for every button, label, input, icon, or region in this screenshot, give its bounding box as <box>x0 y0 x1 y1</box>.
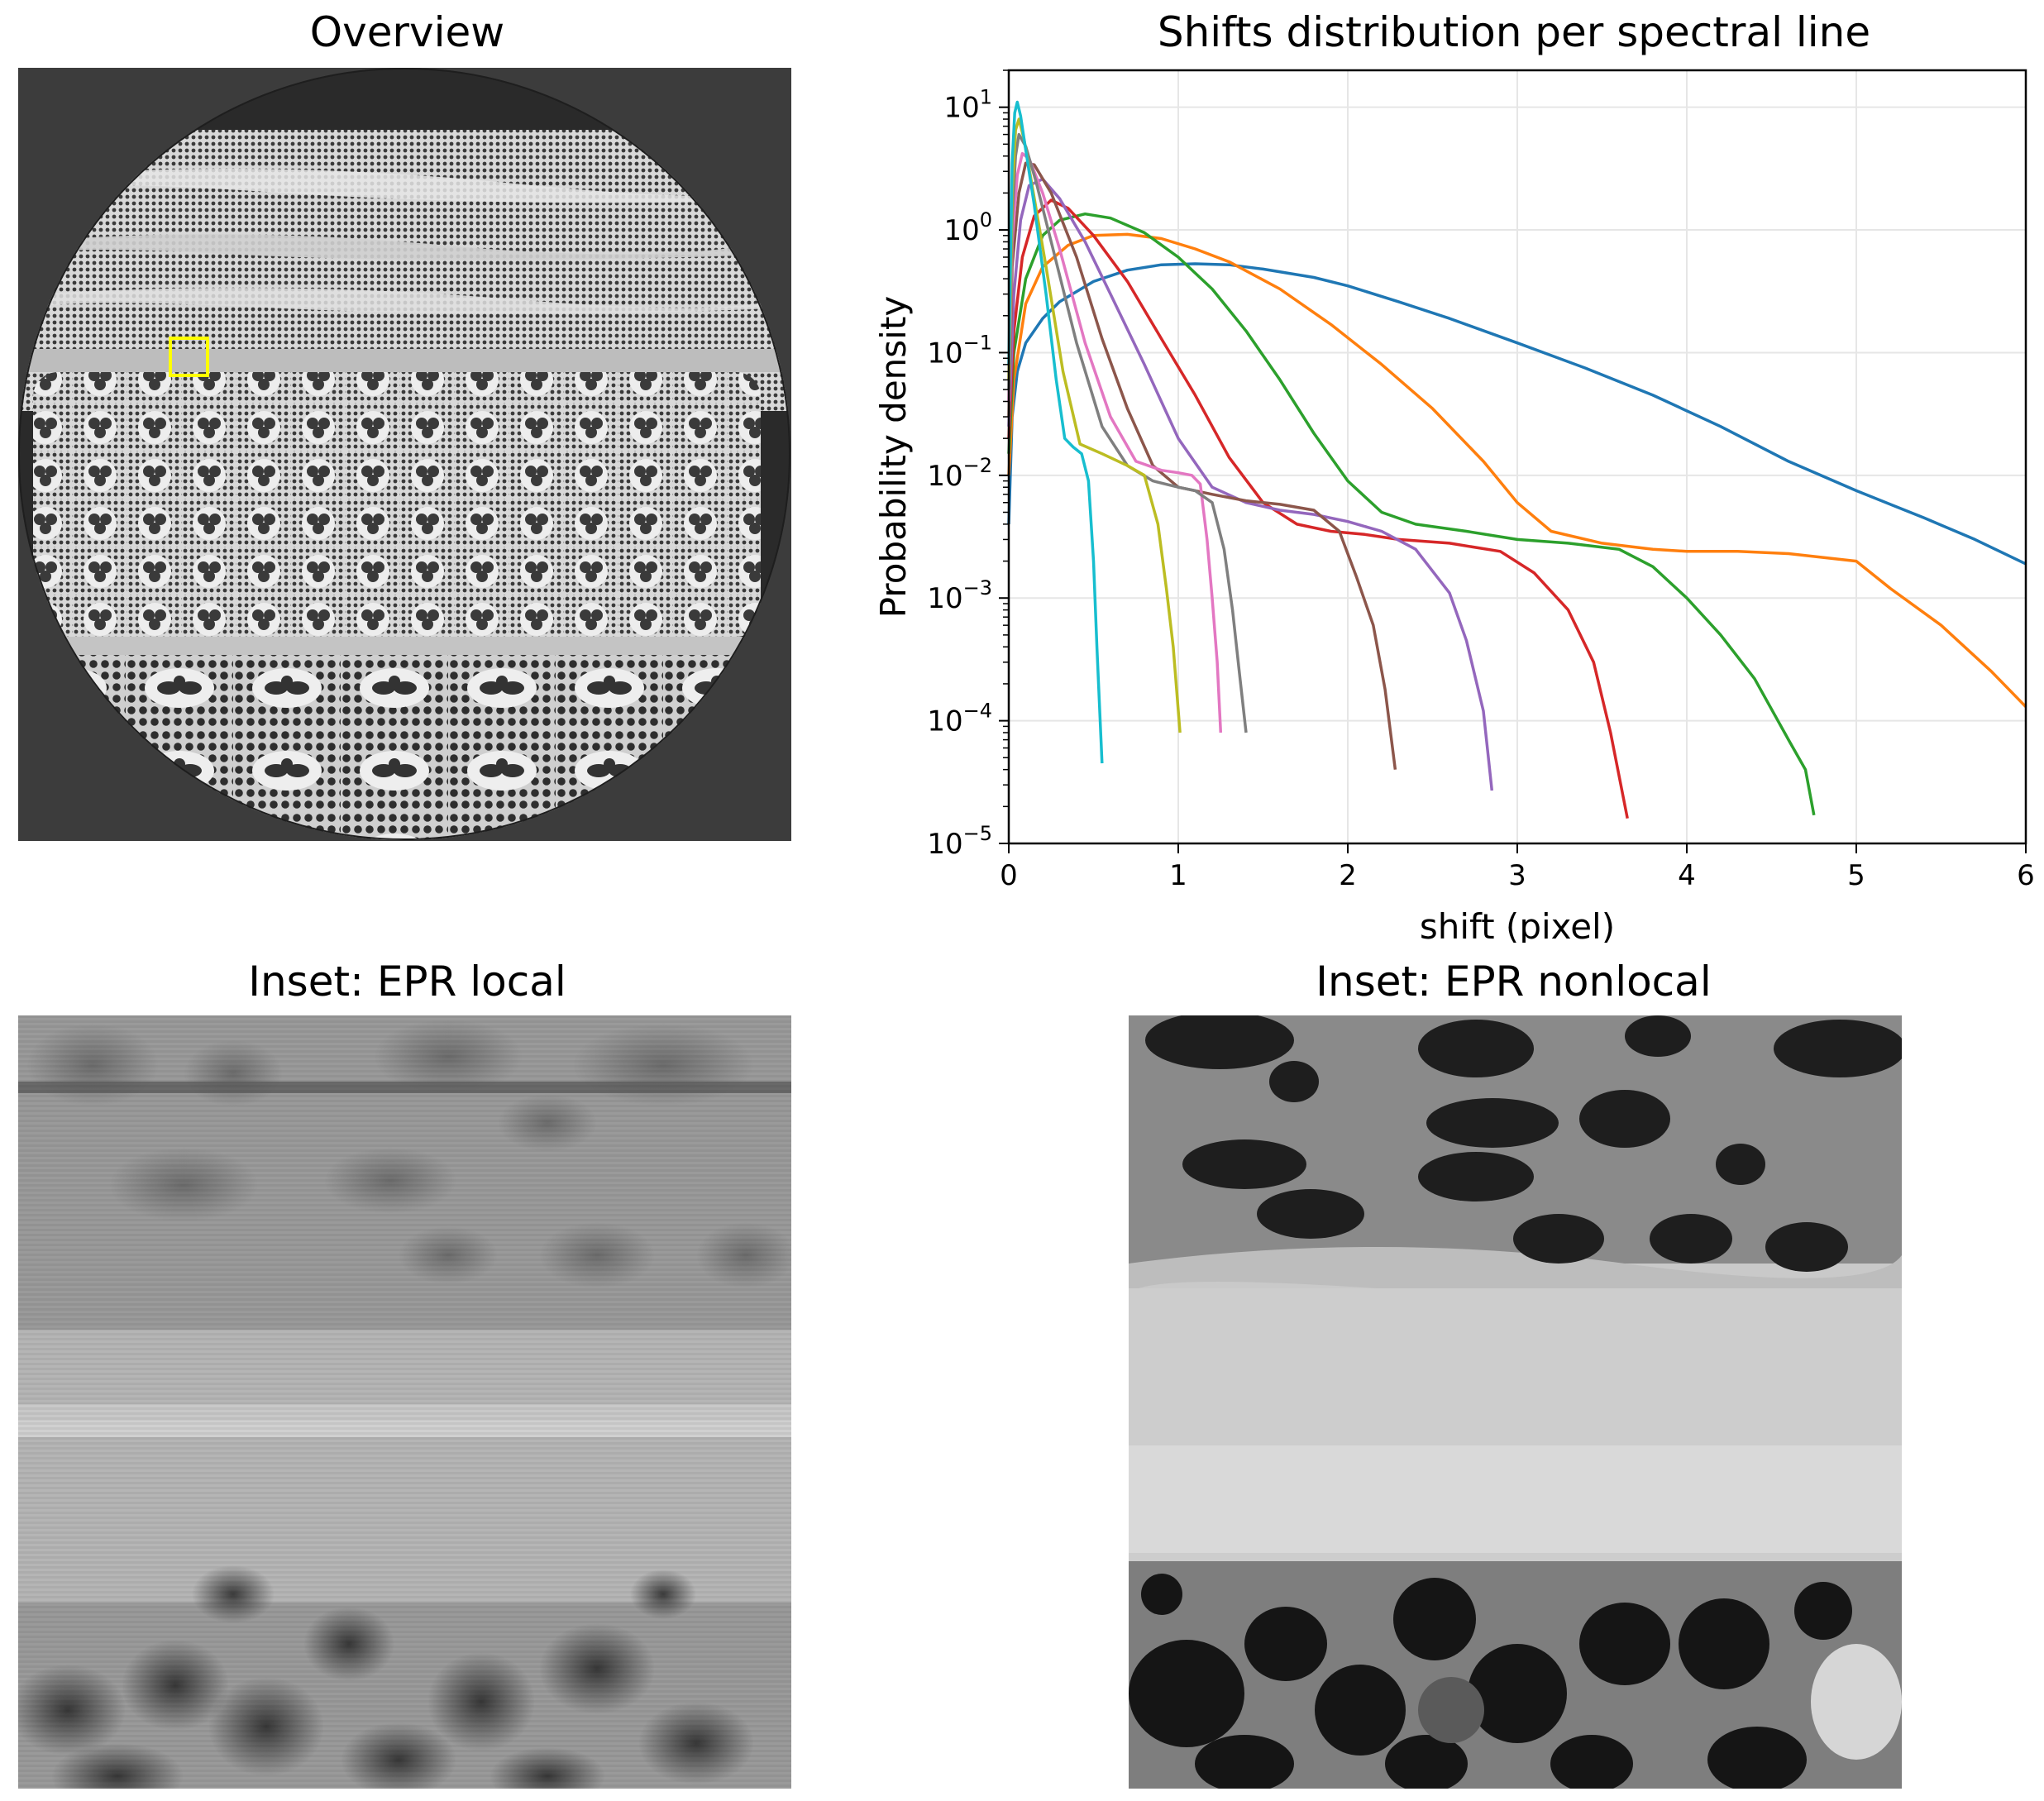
inset-local-title: Inset: EPR local <box>248 958 566 1006</box>
y-tick-label: 10−2 <box>927 454 992 493</box>
series-line-4 <box>1007 177 1494 791</box>
y-tick-label: 100 <box>943 208 992 247</box>
series-line-6 <box>1007 151 1223 733</box>
y-tick-label: 10−4 <box>927 700 992 738</box>
x-tick-label: 1 <box>1169 859 1187 892</box>
series-line-0 <box>1007 262 2027 566</box>
y-tick-label: 10−1 <box>927 331 992 370</box>
inset-nonlocal-title: Inset: EPR nonlocal <box>1316 958 1712 1006</box>
highlight-box <box>169 337 209 377</box>
x-tick-label: 2 <box>1339 859 1357 892</box>
series-line-8 <box>1007 117 1182 733</box>
inset-nonlocal-image <box>1129 1015 1902 1789</box>
series-line-9 <box>1007 100 1104 764</box>
x-tick-label: 4 <box>1678 859 1696 892</box>
overview-image <box>18 68 791 841</box>
chart-title: Shifts distribution per spectral line <box>1157 8 1871 56</box>
chart-svg: 0 1 2 3 4 5 6 101 100 10−1 10−2 10−3 10−4 10−5 shift … <box>873 69 2035 943</box>
x-tick-label: 0 <box>1000 859 1018 892</box>
shift-chart: 0 1 2 3 4 5 6 101 100 10−1 10−2 10−3 10−4 10−5 shift … <box>860 50 2044 943</box>
x-tick-label: 6 <box>2017 859 2035 892</box>
y-tick-label: 10−3 <box>927 576 992 615</box>
series-line-7 <box>1007 132 1248 733</box>
series-line-2 <box>1007 212 1816 816</box>
x-axis-label: shift (pixel) <box>1420 906 1615 943</box>
x-tick-label: 3 <box>1508 859 1526 892</box>
y-tick-label: 10−5 <box>927 822 992 861</box>
series-line-1 <box>1007 232 2027 708</box>
x-tick-label: 5 <box>1847 859 1865 892</box>
overview-title: Overview <box>309 8 505 56</box>
inset-local-image <box>18 1015 791 1789</box>
y-tick-label: 101 <box>943 86 992 125</box>
y-axis-label: Probability density <box>873 296 914 618</box>
